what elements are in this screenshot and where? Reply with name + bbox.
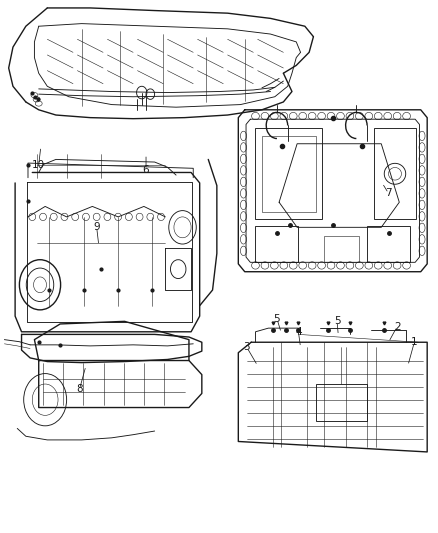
- Bar: [262, 136, 316, 212]
- Text: 5: 5: [274, 314, 280, 324]
- Text: 9: 9: [93, 222, 100, 232]
- Bar: [374, 128, 417, 220]
- Text: 2: 2: [394, 321, 400, 332]
- Text: 1: 1: [411, 337, 417, 347]
- Text: 6: 6: [143, 165, 149, 175]
- Bar: [255, 226, 298, 262]
- Bar: [316, 384, 367, 421]
- Text: 4: 4: [295, 327, 302, 337]
- Bar: [255, 128, 322, 220]
- Text: 10: 10: [32, 160, 45, 169]
- Bar: [324, 236, 358, 262]
- Bar: [367, 226, 410, 262]
- Text: 5: 5: [334, 317, 340, 326]
- Text: 3: 3: [244, 343, 250, 352]
- Text: 7: 7: [385, 188, 392, 198]
- Text: 8: 8: [76, 384, 83, 394]
